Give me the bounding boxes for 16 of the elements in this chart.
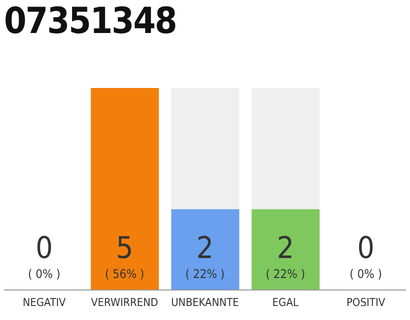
annotation: ( 22% ): [185, 267, 225, 281]
data-label: 2: [196, 231, 214, 266]
annotation: ( 22% ): [266, 267, 306, 281]
x-tick-label: VERWIRREND: [91, 296, 159, 309]
annotation: ( 0% ): [350, 267, 382, 281]
chart-title: 07351348: [4, 1, 178, 42]
annotation: ( 0% ): [28, 267, 60, 281]
data-label: 0: [357, 231, 374, 266]
x-tick-label: UNBEKANNTE: [171, 296, 239, 309]
x-tick-label: POSITIV: [346, 296, 386, 309]
data-label: 0: [36, 231, 53, 266]
data-label: 2: [276, 231, 294, 266]
x-tick-label: NEGATIV: [22, 296, 66, 309]
x-tick-label: EGAL: [272, 296, 299, 309]
annotation: ( 56% ): [104, 267, 144, 281]
data-label: 5: [116, 231, 134, 266]
